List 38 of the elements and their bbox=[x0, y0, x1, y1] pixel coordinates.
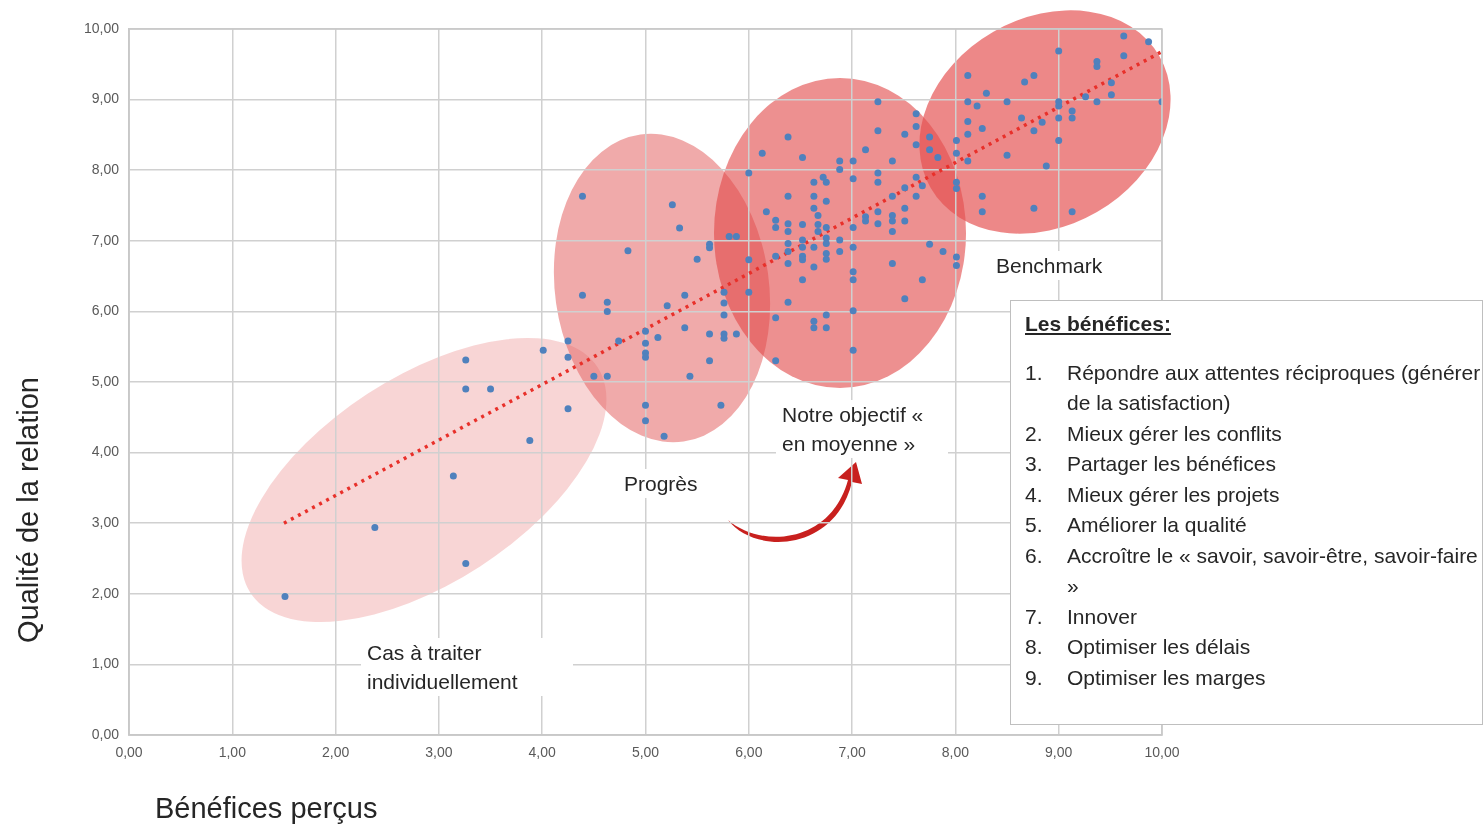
y-tick-label: 8,00 bbox=[91, 161, 120, 178]
x-tick-label: 0,00 bbox=[115, 744, 143, 761]
x-tick-label: 4,00 bbox=[528, 744, 557, 761]
x-tick-label: 7,00 bbox=[838, 744, 866, 761]
x-tick-label: 6,00 bbox=[735, 744, 763, 761]
y-tick-label: 7,00 bbox=[91, 231, 120, 248]
y-tick-label: 3,00 bbox=[91, 514, 120, 531]
annotation: 5. Améliorer la qualité bbox=[1025, 512, 1247, 538]
x-tick-label: 8,00 bbox=[941, 744, 970, 761]
y-tick-label: 0,00 bbox=[91, 725, 120, 742]
annotation: 2. Mieux gérer les conflits bbox=[1025, 420, 1282, 447]
annotation: Progrès bbox=[618, 469, 704, 498]
annotation: Cas à traiter individuellement bbox=[361, 638, 573, 696]
annotation: 8. Optimiser les délais bbox=[1025, 634, 1251, 660]
annotation: Les bénéfices: bbox=[1025, 311, 1172, 337]
x-tick-label: 3,00 bbox=[425, 744, 453, 761]
annotation: 1. Répondre aux attentes réciproques (générer de la satisfaction) bbox=[1025, 359, 1481, 414]
annotation: 4. Mieux gérer les projets bbox=[1025, 481, 1280, 508]
annotation: 9. Optimiser les marges bbox=[1025, 664, 1266, 691]
y-tick-label: 6,00 bbox=[91, 302, 120, 319]
x-tick-label: 10,00 bbox=[1144, 744, 1180, 761]
y-tick-label: 1,00 bbox=[91, 655, 120, 672]
x-tick-label: 5,00 bbox=[631, 744, 660, 761]
annotation: Notre objectif « en moyenne » bbox=[776, 400, 948, 458]
annotation: Benchmark bbox=[990, 251, 1109, 280]
annotation: 6. Accroître le « savoir, savoir-être, savoir-faire » bbox=[1025, 542, 1478, 597]
y-tick-label: 5,00 bbox=[91, 372, 120, 389]
y-axis-title: Qualité de la relation bbox=[11, 377, 45, 643]
annotation: 7. Innover bbox=[1025, 603, 1138, 630]
y-tick-label: 2,00 bbox=[91, 584, 120, 601]
y-tick-label: 4,00 bbox=[91, 443, 120, 460]
x-axis-title: Bénéfices perçus bbox=[155, 792, 378, 825]
x-tick-label: 2,00 bbox=[321, 744, 350, 761]
annotation: 3. Partager les bénéfices bbox=[1025, 451, 1276, 477]
y-tick-label: 9,00 bbox=[91, 90, 120, 107]
x-tick-label: 9,00 bbox=[1045, 744, 1073, 761]
y-tick-label: 10,00 bbox=[83, 19, 120, 36]
x-tick-label: 1,00 bbox=[218, 744, 247, 761]
